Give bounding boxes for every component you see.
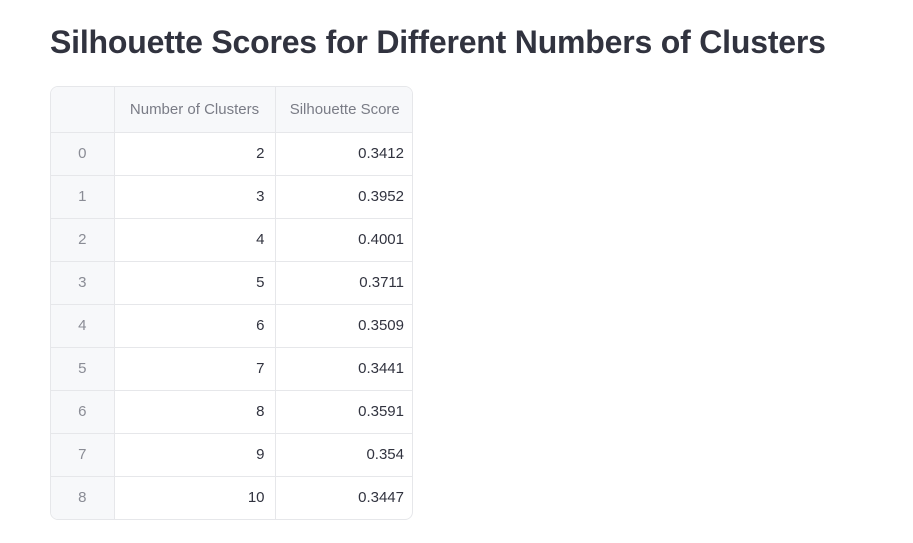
- row-index: 2: [51, 218, 115, 262]
- clusters-cell[interactable]: 6: [114, 304, 276, 348]
- score-cell[interactable]: 0.3447: [358, 489, 404, 507]
- score-cell[interactable]: 0.3952: [275, 175, 412, 219]
- table-row: 6 8 0.3591: [51, 390, 412, 434]
- row-index: 1: [51, 175, 115, 219]
- score-column-header[interactable]: Silhouette Score: [275, 87, 412, 133]
- clusters-cell[interactable]: 4: [114, 218, 276, 262]
- silhouette-table: Number of Clusters Silhouette Score 0 2 …: [51, 87, 412, 519]
- row-index: 4: [51, 304, 115, 348]
- table-row: 4 6 0.3509: [51, 304, 412, 348]
- table-row: 0 2 0.3412: [51, 132, 412, 176]
- clusters-cell[interactable]: 9: [114, 433, 276, 477]
- row-index: 3: [51, 261, 115, 305]
- score-cell[interactable]: 0.3441: [275, 347, 412, 391]
- table-row: 7 9 0.354: [51, 433, 412, 477]
- score-cell[interactable]: 0.354: [275, 433, 412, 477]
- row-index: 6: [51, 390, 115, 434]
- table-row: 3 5 0.3711: [51, 261, 412, 305]
- row-index: 8: [51, 476, 115, 519]
- clusters-column-header[interactable]: Number of Clusters: [114, 87, 276, 133]
- clusters-cell[interactable]: 10: [114, 476, 276, 519]
- index-column-header[interactable]: [51, 87, 115, 133]
- table-row: 1 3 0.3952: [51, 175, 412, 219]
- clusters-cell[interactable]: 2: [114, 132, 276, 176]
- table-row: 2 4 0.4001: [51, 218, 412, 262]
- row-index: 7: [51, 433, 115, 477]
- score-cell[interactable]: 0.3509: [275, 304, 412, 348]
- table-header-row: Number of Clusters Silhouette Score: [51, 87, 412, 133]
- row-index: 5: [51, 347, 115, 391]
- score-cell[interactable]: 0.3591: [275, 390, 412, 434]
- score-cell[interactable]: 0.4001: [275, 218, 412, 262]
- table-row: 8 10 0.3447: [51, 476, 412, 519]
- page-title: Silhouette Scores for Different Numbers …: [50, 24, 826, 60]
- score-cell[interactable]: 0.3711: [275, 261, 412, 305]
- clusters-cell[interactable]: 3: [114, 175, 276, 219]
- dataframe-table[interactable]: Number of Clusters Silhouette Score 0 2 …: [50, 86, 413, 520]
- clusters-cell[interactable]: 5: [114, 261, 276, 305]
- score-cell[interactable]: 0.3412: [275, 132, 412, 176]
- clusters-cell[interactable]: 8: [114, 390, 276, 434]
- table-row: 5 7 0.3441: [51, 347, 412, 391]
- row-index: 0: [51, 132, 115, 176]
- clusters-cell[interactable]: 7: [114, 347, 276, 391]
